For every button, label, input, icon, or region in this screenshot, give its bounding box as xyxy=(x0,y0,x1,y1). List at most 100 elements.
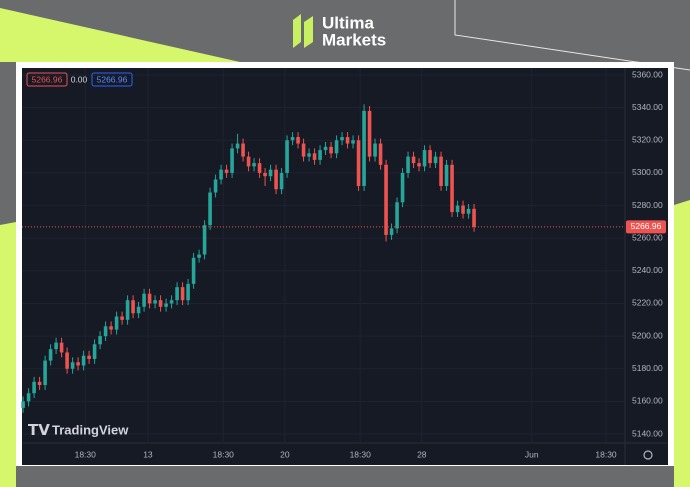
candle-body xyxy=(411,156,416,164)
candle-body xyxy=(433,156,438,164)
candle-body xyxy=(213,179,218,193)
candle-body xyxy=(323,146,328,151)
candle-body xyxy=(70,362,75,369)
y-tick-label: 5360.00 xyxy=(632,69,663,79)
candle-body xyxy=(197,254,201,258)
candle-body xyxy=(450,164,454,213)
candle-body xyxy=(373,143,377,157)
candle-body xyxy=(65,352,69,369)
x-tick-label: Jun xyxy=(525,449,539,459)
candle-body xyxy=(439,156,443,186)
candle-body xyxy=(76,362,80,366)
candle-body xyxy=(351,140,355,144)
logo-icon xyxy=(293,14,301,48)
settings-icon[interactable] xyxy=(643,450,653,460)
x-tick-label: 18:30 xyxy=(213,449,235,459)
y-tick-label: 5280.00 xyxy=(632,200,663,210)
logo: Ultima Markets xyxy=(293,13,386,49)
candle-body xyxy=(312,153,317,160)
brand-text: Markets xyxy=(322,30,386,49)
candle-body xyxy=(158,300,163,307)
y-tick-label: 5200.00 xyxy=(632,330,663,340)
candle-body xyxy=(120,316,124,320)
candle-body xyxy=(340,137,344,141)
candle-body xyxy=(296,137,300,144)
y-tick-label: 5340.00 xyxy=(632,102,663,112)
y-tick-label: 5240.00 xyxy=(632,265,663,275)
candle-body xyxy=(345,137,350,144)
candle-body xyxy=(279,172,284,190)
x-tick-label: 13 xyxy=(143,449,153,459)
candle-body xyxy=(334,140,339,154)
last-price-label: 5266.96 xyxy=(631,221,662,231)
candle-body xyxy=(268,169,273,177)
y-tick-label: 5300.00 xyxy=(632,167,663,177)
chart-area xyxy=(22,68,668,465)
candle-body xyxy=(263,172,267,177)
candle-body xyxy=(301,143,306,157)
candle-body xyxy=(142,293,146,307)
y-tick-label: 5160.00 xyxy=(632,396,663,406)
candle-body xyxy=(43,360,47,386)
x-tick-label: 20 xyxy=(280,449,290,459)
candle-body xyxy=(175,287,179,301)
accent-shape xyxy=(0,222,16,487)
candle-body xyxy=(169,300,174,304)
candle-body xyxy=(422,150,427,167)
candle-body xyxy=(131,300,135,314)
y-tick-label: 5180.00 xyxy=(632,363,663,373)
watermark: 𝗧𝗩 TradingView xyxy=(28,422,129,439)
candle-body xyxy=(224,169,229,173)
y-tick-label: 5260.00 xyxy=(632,232,663,242)
candle-body xyxy=(81,355,86,366)
candle-body xyxy=(48,349,53,361)
y-tick-label: 5220.00 xyxy=(632,298,663,308)
candle-body xyxy=(466,208,471,214)
brand-text: Ultima xyxy=(322,13,375,32)
candle-body xyxy=(257,163,262,173)
watermark-logo: 𝗧𝗩 xyxy=(28,422,50,439)
candle-body xyxy=(21,401,25,408)
candle-body xyxy=(136,306,141,314)
candle-body xyxy=(246,156,251,167)
candle-body xyxy=(114,316,119,330)
candle-body xyxy=(395,202,399,229)
y-tick-label: 5140.00 xyxy=(632,428,663,438)
candle-body xyxy=(356,140,361,186)
candle-body xyxy=(389,228,394,235)
x-tick-label: 28 xyxy=(417,449,427,459)
candle-body xyxy=(241,143,245,157)
candle-body xyxy=(252,163,256,167)
candle-body xyxy=(26,393,31,402)
candle-body xyxy=(472,208,476,227)
candle-body xyxy=(219,169,223,180)
candle-body xyxy=(384,164,388,235)
candle-body xyxy=(274,169,278,190)
ohlc-box xyxy=(26,72,68,87)
logo-icon xyxy=(304,16,313,48)
labels: 5140.00 5160.00 5180.00 5200.00 5220.00 5240.… xyxy=(22,69,666,459)
watermark-text: TradingView xyxy=(52,422,129,437)
candle-body xyxy=(202,225,207,255)
candle-body xyxy=(235,143,240,149)
accent-shape xyxy=(674,200,690,487)
candle-body xyxy=(378,143,383,165)
ohlc-label: 0.00 xyxy=(71,74,88,84)
candle-body xyxy=(400,172,405,203)
candle-body xyxy=(444,164,449,186)
candle-body xyxy=(180,287,185,301)
x-tick-label: 18:30 xyxy=(75,449,97,459)
x-tick-label: 18:30 xyxy=(595,449,617,459)
candle-body xyxy=(230,148,234,173)
candle-body xyxy=(59,342,64,353)
candle-body xyxy=(186,283,190,301)
candle-body xyxy=(147,293,152,304)
candle-body xyxy=(285,140,289,173)
x-tick-label: 18:30 xyxy=(350,449,372,459)
candle-body xyxy=(428,150,432,164)
candles xyxy=(21,104,476,413)
y-tick-label: 5320.00 xyxy=(632,135,663,145)
candle-body xyxy=(109,326,113,330)
